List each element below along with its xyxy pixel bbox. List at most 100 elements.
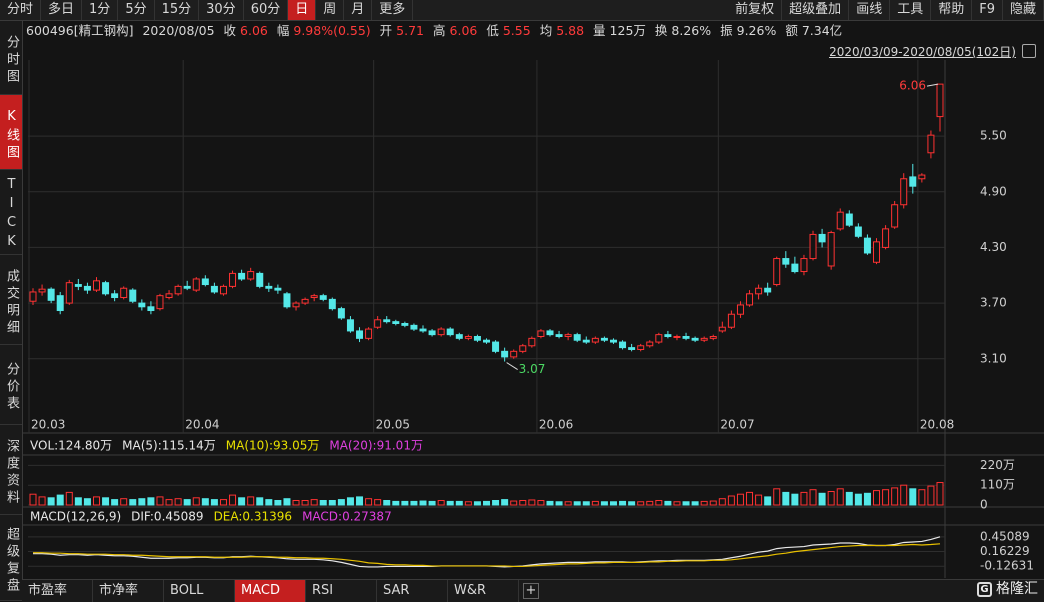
indicator-tab[interactable]: 市净率 [93, 580, 164, 602]
candle-body [410, 324, 418, 330]
indicator-tab[interactable]: + [523, 583, 539, 599]
volume-bar [736, 493, 744, 506]
volume-bar [492, 500, 500, 506]
volume-bar [437, 500, 445, 506]
indicator-tab[interactable]: W&R [448, 580, 519, 602]
candle-body [691, 337, 699, 341]
sidebar-item[interactable]: K线图 [0, 95, 22, 170]
candle-body [873, 241, 881, 263]
sidebar-item[interactable]: 深度资料 [0, 425, 22, 515]
legend-entry: MA(20):91.01万 [329, 439, 423, 453]
indicator-tab[interactable]: BOLL [164, 580, 235, 602]
candle-body [437, 328, 445, 336]
toolbar-item[interactable]: 5分 [118, 0, 155, 20]
sidebar-item[interactable]: 超级复盘 [0, 515, 22, 601]
quote-field: 低 5.55 [486, 21, 530, 41]
candle-body [147, 306, 155, 312]
volume-bar [92, 496, 100, 506]
candle-body [918, 174, 926, 180]
legend-entry: MA(5):115.14万 [122, 439, 216, 453]
sidebar-item[interactable]: TICK [0, 170, 22, 255]
quote-field: 收 6.06 [224, 21, 268, 41]
sidebar-item[interactable]: 分时图 [0, 21, 22, 95]
sidebar-item[interactable]: 分价表 [0, 345, 22, 425]
toolbar-item[interactable]: 月 [344, 0, 373, 20]
toolbar: 分时 多日 1分 5分 15分 30分 60分日周月更多 前复权 超级叠加 画线 工具 帮助 F9 隐藏 [0, 0, 1044, 21]
legend-entry: MACD(12,26,9) [30, 510, 121, 524]
volume-bar [854, 493, 862, 506]
legend-entry: MA(10):93.05万 [226, 439, 320, 453]
toolbar-item[interactable]: 超级叠加 [782, 0, 850, 20]
volume-bar [845, 491, 853, 506]
toolbar-item[interactable]: 画线 [849, 0, 891, 20]
field-label: 高 [433, 23, 446, 38]
volume-bar [510, 500, 518, 506]
field-value: 5.55 [502, 23, 531, 38]
volume-bar [836, 488, 844, 506]
candle-body [619, 341, 627, 349]
toolbar-item[interactable]: 隐藏 [1003, 0, 1044, 20]
toolbar-item[interactable]: 日 [288, 0, 317, 20]
volume-bar [238, 497, 246, 506]
toolbar-item[interactable]: 前复权 [728, 0, 783, 20]
volume-bar [274, 500, 282, 506]
volume-bar [56, 494, 64, 506]
candle-body [174, 285, 182, 295]
toolbar-item[interactable]: 60分 [244, 0, 289, 20]
toolbar-item[interactable]: 更多 [372, 0, 414, 20]
field-value: 6.06 [240, 23, 268, 38]
candle-body [473, 335, 481, 341]
volume-bar [691, 501, 699, 506]
candle-body [791, 263, 799, 273]
toolbar-item[interactable]: 工具 [890, 0, 932, 20]
toolbar-item[interactable]: 帮助 [931, 0, 973, 20]
stock-code: 600496[精工钢构] [26, 23, 134, 38]
candle-body [274, 287, 282, 291]
toolbar-item[interactable]: 周 [316, 0, 345, 20]
toolbar-item[interactable]: 15分 [155, 0, 200, 20]
volume-bar [591, 500, 599, 506]
candle-body [800, 258, 808, 273]
candle-body [283, 293, 291, 308]
candle-body [546, 330, 554, 336]
candle-body [65, 282, 73, 304]
volume-bar [818, 492, 826, 506]
volume-bar [700, 500, 708, 506]
toolbar-item[interactable]: 30分 [199, 0, 244, 20]
quote-field: 量 125万 [593, 21, 646, 41]
toolbar-item[interactable]: 分时 [0, 0, 42, 20]
indicator-tab[interactable]: 市盈率 [22, 580, 93, 602]
toolbar-item[interactable]: 1分 [82, 0, 119, 20]
indicator-tabs: 市盈率 市净率 BOLL MACD RSI SAR W&R + [22, 579, 1044, 602]
volume-bar [909, 488, 917, 506]
date-range[interactable]: 2020/03/09-2020/08/05(102日) [829, 45, 1016, 59]
volume-bar [256, 497, 264, 506]
candle-body [92, 280, 100, 291]
volume-bar [210, 499, 218, 506]
field-label: 量 [593, 23, 606, 38]
volume-bar [673, 501, 681, 506]
candle-body [337, 308, 345, 319]
candle-body [782, 258, 790, 265]
toolbar-item[interactable]: F9 [972, 0, 1003, 20]
volume-bar [528, 499, 536, 506]
indicator-tab[interactable]: MACD [235, 580, 306, 602]
indicator-tab[interactable]: RSI [306, 580, 377, 602]
candle-body [764, 287, 772, 293]
volume-bar [655, 500, 663, 506]
toolbar-item[interactable]: 多日 [41, 0, 83, 20]
volume-bar [292, 500, 300, 506]
volume-bar [827, 491, 835, 506]
indicator-tab[interactable]: SAR [377, 580, 448, 602]
sidebar-item[interactable]: 成交明细 [0, 255, 22, 345]
volume-bar [401, 500, 409, 506]
volume-bar [102, 497, 110, 506]
quote-field: 额 7.34亿 [785, 21, 842, 41]
candle-body [773, 258, 781, 286]
logo-text: 格隆汇 [996, 581, 1038, 597]
range-icon[interactable] [1022, 44, 1036, 58]
volume-bar [555, 501, 563, 506]
period-tabs: 分时 多日 1分 5分 15分 30分 60分日周月更多 [0, 0, 414, 20]
field-value: 9.26% [736, 23, 777, 38]
